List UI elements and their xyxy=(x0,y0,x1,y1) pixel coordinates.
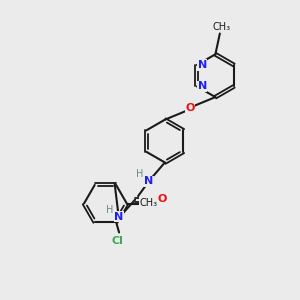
Text: N: N xyxy=(114,212,123,222)
Text: N: N xyxy=(144,176,153,186)
Text: Cl: Cl xyxy=(112,236,124,246)
Text: N: N xyxy=(198,60,207,70)
Text: H: H xyxy=(136,169,143,179)
Text: CH₃: CH₃ xyxy=(139,198,157,208)
Text: O: O xyxy=(185,103,195,113)
Text: O: O xyxy=(158,194,167,204)
Text: N: N xyxy=(198,81,207,92)
Text: H: H xyxy=(106,205,114,215)
Text: CH₃: CH₃ xyxy=(212,22,230,32)
